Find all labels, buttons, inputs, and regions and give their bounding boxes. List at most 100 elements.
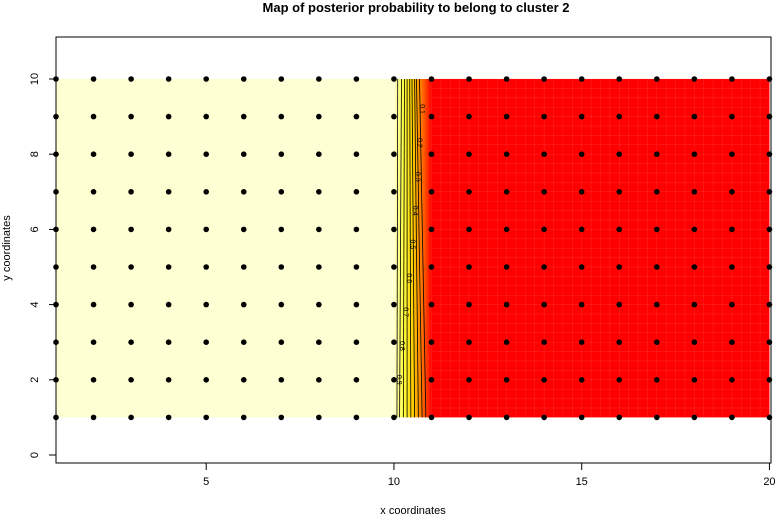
data-point bbox=[503, 151, 510, 157]
data-point bbox=[391, 151, 397, 157]
y-tick-label: 10 bbox=[29, 73, 41, 85]
y-tick-label: 0 bbox=[29, 452, 41, 458]
contour-label: 0.3 bbox=[414, 172, 421, 182]
data-point bbox=[240, 339, 247, 346]
y-tick-label: 2 bbox=[29, 377, 41, 383]
data-point bbox=[128, 189, 134, 195]
data-point bbox=[353, 339, 360, 346]
contour-label: 0.5 bbox=[408, 240, 415, 250]
data-point bbox=[240, 301, 247, 308]
contour-label: 0.7 bbox=[402, 307, 409, 317]
data-point bbox=[128, 414, 134, 421]
data-point bbox=[165, 377, 172, 383]
data-point bbox=[128, 151, 134, 157]
data-point bbox=[128, 339, 134, 346]
data-point bbox=[316, 339, 322, 346]
data-point bbox=[278, 414, 285, 421]
data-point bbox=[541, 377, 547, 383]
data-point bbox=[503, 76, 510, 82]
data-point bbox=[90, 339, 97, 346]
data-point bbox=[729, 113, 735, 120]
data-point bbox=[90, 76, 97, 82]
contour-line-0.3 bbox=[414, 78, 419, 418]
data-point bbox=[616, 301, 623, 308]
data-point bbox=[616, 377, 623, 383]
data-point bbox=[353, 414, 360, 421]
data-point bbox=[391, 264, 397, 270]
data-point bbox=[691, 377, 698, 383]
data-point bbox=[391, 377, 397, 383]
data-point bbox=[691, 226, 698, 233]
contour-line-0.5 bbox=[409, 78, 412, 418]
data-point bbox=[578, 151, 585, 157]
data-point bbox=[391, 339, 397, 346]
data-point bbox=[466, 264, 472, 270]
data-point bbox=[203, 113, 209, 120]
data-point bbox=[466, 189, 472, 195]
data-point bbox=[240, 377, 247, 383]
chart-title: Map of posterior probability to belong t… bbox=[263, 0, 570, 15]
contour-label: 0.9 bbox=[395, 375, 402, 385]
contour-line-0.8 bbox=[399, 78, 402, 418]
data-point bbox=[128, 377, 134, 383]
data-point bbox=[90, 377, 97, 383]
data-point bbox=[128, 226, 134, 233]
data-point bbox=[165, 264, 172, 270]
data-point bbox=[90, 189, 97, 195]
data-point bbox=[691, 301, 698, 308]
data-point bbox=[691, 151, 698, 157]
data-point bbox=[353, 264, 360, 270]
data-point bbox=[578, 264, 585, 270]
data-point bbox=[391, 113, 397, 120]
data-point bbox=[466, 113, 472, 120]
data-point bbox=[654, 301, 660, 308]
data-point bbox=[729, 226, 735, 233]
data-point bbox=[616, 264, 623, 270]
data-point bbox=[541, 151, 547, 157]
data-point bbox=[541, 113, 547, 120]
data-point bbox=[240, 189, 247, 195]
data-point bbox=[165, 339, 172, 346]
data-point bbox=[203, 226, 209, 233]
data-point bbox=[466, 151, 472, 157]
data-point bbox=[729, 76, 735, 82]
data-point bbox=[466, 76, 472, 82]
data-point bbox=[203, 189, 209, 195]
data-point bbox=[466, 414, 472, 421]
y-axis-label: y coordinates bbox=[1, 215, 13, 281]
data-point bbox=[428, 301, 435, 308]
data-point bbox=[466, 377, 472, 383]
data-point bbox=[654, 414, 660, 421]
data-point bbox=[165, 76, 172, 82]
data-point bbox=[541, 76, 547, 82]
data-point bbox=[729, 414, 735, 421]
contour-label: 0.2 bbox=[416, 138, 423, 148]
data-point bbox=[128, 301, 134, 308]
data-point bbox=[278, 113, 285, 120]
data-point bbox=[240, 414, 247, 421]
data-point bbox=[278, 76, 285, 82]
data-point bbox=[165, 113, 172, 120]
data-point bbox=[654, 151, 660, 157]
contour-line-0.4 bbox=[411, 78, 416, 418]
data-point bbox=[240, 264, 247, 270]
data-point bbox=[503, 301, 510, 308]
data-point bbox=[203, 339, 209, 346]
data-point bbox=[203, 377, 209, 383]
low-probability-region bbox=[56, 79, 394, 418]
contour-line-0.9 bbox=[396, 78, 399, 418]
data-point bbox=[691, 76, 698, 82]
data-point bbox=[278, 301, 285, 308]
data-point bbox=[691, 414, 698, 421]
data-point bbox=[353, 76, 360, 82]
y-tick-label: 6 bbox=[29, 226, 41, 232]
data-point bbox=[203, 76, 209, 82]
data-point bbox=[90, 414, 97, 421]
data-point bbox=[353, 189, 360, 195]
contour-line-0.2 bbox=[416, 78, 423, 418]
data-point bbox=[729, 339, 735, 346]
data-point bbox=[428, 226, 435, 233]
data-point bbox=[316, 301, 322, 308]
